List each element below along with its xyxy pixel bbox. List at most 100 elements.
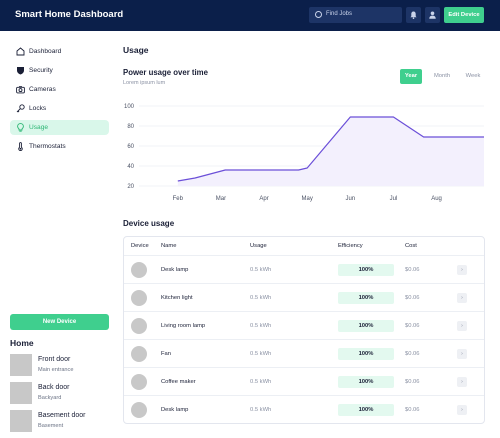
x-tick-label: Feb	[173, 196, 184, 202]
table-row[interactable]: Living room lamp 0.5 kWh 100% $0.06 ›	[124, 311, 484, 339]
period-tab-week[interactable]: Week	[465, 73, 481, 79]
sidebar-item-security[interactable]: Security	[10, 63, 109, 78]
chevron-right-icon: ›	[461, 323, 463, 329]
sidebar-item-locks[interactable]: Locks	[10, 101, 109, 116]
usage-line	[177, 116, 484, 182]
row-action-button[interactable]: ›	[457, 321, 467, 331]
device-avatar	[131, 290, 147, 306]
device-cost: $0.06	[405, 323, 420, 329]
sidebar-item-label: Thermostats	[29, 143, 66, 150]
y-tick-label: 100	[124, 104, 135, 110]
device-usage: 0.5 kWh	[250, 267, 272, 273]
y-tick-label: 60	[127, 144, 134, 150]
device-name: Kitchen light	[161, 295, 193, 301]
device-usage: 0.5 kWh	[250, 295, 272, 301]
device-usage: 0.5 kWh	[250, 323, 272, 329]
device-usage: 0.5 kWh	[250, 379, 272, 385]
device-name: Living room lamp	[161, 323, 206, 329]
room-thumbnail	[10, 382, 32, 404]
table-row[interactable]: Desk lamp 0.5 kWh 100% $0.06 ›	[124, 395, 484, 423]
device-cost: $0.06	[405, 351, 420, 357]
device-avatar	[131, 402, 147, 418]
device-usage-table: Device Name Usage Efficiency Cost Desk l…	[123, 236, 485, 424]
x-tick-label: Apr	[259, 196, 268, 202]
notification-button[interactable]	[406, 7, 421, 23]
device-usage-title: Device usage	[123, 219, 175, 228]
room-location: Basement	[38, 423, 64, 429]
efficiency-badge: 100%	[338, 320, 394, 332]
device-avatar	[131, 318, 147, 334]
y-tick-label: 20	[127, 184, 134, 190]
table-row[interactable]: Desk lamp 0.5 kWh 100% $0.06 ›	[124, 255, 484, 283]
table-row[interactable]: Coffee maker 0.5 kWh 100% $0.06 ›	[124, 367, 484, 395]
table-row[interactable]: Fan 0.5 kWh 100% $0.06 ›	[124, 339, 484, 367]
device-avatar	[131, 374, 147, 390]
device-usage: 0.5 kWh	[250, 351, 272, 357]
efficiency-badge: 100%	[338, 404, 394, 416]
device-cost: $0.06	[405, 267, 420, 273]
room-name: Basement door	[38, 412, 86, 419]
thermometer-icon	[18, 142, 23, 151]
room-item-front-door[interactable]: Front door Main entrance	[10, 354, 120, 376]
column-header-device: Device	[131, 243, 149, 249]
row-action-button[interactable]: ›	[457, 265, 467, 275]
device-name: Desk lamp	[161, 407, 189, 413]
device-name: Fan	[161, 351, 171, 357]
chevron-right-icon: ›	[461, 267, 463, 273]
efficiency-badge: 100%	[338, 264, 394, 276]
device-name: Desk lamp	[161, 267, 189, 273]
efficiency-badge: 100%	[338, 292, 394, 304]
room-thumbnail	[10, 354, 32, 376]
x-tick-label: Mar	[216, 196, 226, 202]
period-tab-month[interactable]: Month	[433, 73, 451, 79]
home-icon	[16, 47, 25, 56]
sidebar-item-thermostats[interactable]: Thermostats	[10, 139, 109, 154]
device-cost: $0.06	[405, 295, 420, 301]
sidebar-item-cameras[interactable]: Cameras	[10, 82, 109, 97]
sidebar-item-label: Cameras	[29, 86, 56, 93]
search-icon	[315, 11, 322, 18]
room-location: Backyard	[38, 395, 62, 401]
column-header-cost: Cost	[405, 243, 417, 249]
search-input[interactable]: Find Jobs	[309, 7, 402, 23]
room-name: Front door	[38, 356, 71, 363]
edit-device-button[interactable]: Edit Device	[444, 7, 484, 23]
chevron-right-icon: ›	[461, 351, 463, 357]
device-avatar	[131, 262, 147, 278]
chevron-right-icon: ›	[461, 379, 463, 385]
page-title: Usage	[123, 45, 149, 55]
chart-title: Power usage over time	[123, 68, 208, 77]
new-device-button[interactable]: New Device	[10, 314, 109, 330]
chevron-right-icon: ›	[461, 407, 463, 413]
camera-icon	[16, 86, 25, 94]
room-item-basement-door[interactable]: Basement door Basement	[10, 410, 120, 432]
room-item-back-door[interactable]: Back door Backyard	[10, 382, 120, 404]
period-tab-year[interactable]: Year	[400, 69, 422, 84]
x-tick-label: Aug	[431, 196, 442, 202]
row-action-button[interactable]: ›	[457, 293, 467, 303]
sidebar-item-usage[interactable]: Usage	[10, 120, 109, 135]
efficiency-badge: 100%	[338, 376, 394, 388]
table-row[interactable]: Kitchen light 0.5 kWh 100% $0.06 ›	[124, 283, 484, 311]
row-action-button[interactable]: ›	[457, 405, 467, 415]
column-header-usage: Usage	[250, 243, 267, 249]
home-heading: Home	[10, 338, 34, 348]
y-tick-label: 80	[127, 124, 134, 130]
sidebar-item-label: Security	[29, 67, 53, 74]
row-action-button[interactable]: ›	[457, 377, 467, 387]
sidebar-item-label: Dashboard	[29, 48, 62, 55]
key-icon	[16, 104, 25, 113]
x-tick-label: Jun	[345, 196, 355, 202]
top-header: Smart Home Dashboard Find Jobs Edit Devi…	[0, 0, 500, 31]
y-tick-label: 40	[127, 164, 134, 170]
device-usage: 0.5 kWh	[250, 407, 272, 413]
user-icon	[429, 11, 436, 19]
app-title: Smart Home Dashboard	[15, 9, 124, 20]
row-action-button[interactable]: ›	[457, 349, 467, 359]
profile-button[interactable]	[425, 7, 440, 23]
lightbulb-icon	[17, 123, 24, 132]
x-tick-label: Jul	[390, 196, 398, 202]
room-location: Main entrance	[38, 367, 74, 373]
search-placeholder: Find Jobs	[326, 11, 353, 17]
sidebar-item-dashboard[interactable]: Dashboard	[10, 44, 109, 59]
